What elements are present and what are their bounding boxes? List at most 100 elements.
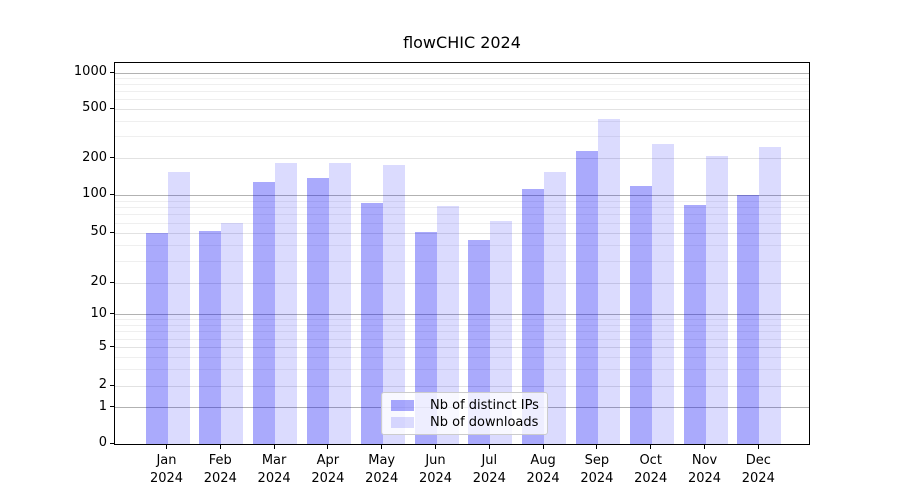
- x-tick-mark: [757, 445, 759, 449]
- y-tick-label: 1000: [73, 64, 107, 80]
- y-tick-mark: [110, 313, 114, 315]
- y-tick-mark: [110, 231, 114, 233]
- x-tick-mark: [704, 445, 705, 449]
- x-tick-year: 2024: [311, 471, 345, 486]
- x-tick-year: 2024: [418, 471, 453, 486]
- bar-downloads-sep: [597, 119, 620, 444]
- x-tick-mark: [273, 445, 275, 449]
- minor-gridline: [115, 84, 809, 86]
- y-tick-label: 2: [98, 377, 107, 392]
- bar-downloads-may: [382, 164, 405, 444]
- x-tick-label: Jul 2024: [449, 452, 529, 488]
- y-tick-label: 1: [98, 398, 107, 414]
- chart-title: flowCHIC 2024: [403, 33, 521, 52]
- plot-area: Nb of distinct IPs Nb of downloads: [114, 62, 810, 445]
- minor-gridline: [115, 214, 809, 216]
- y-tick-mark: [110, 442, 114, 444]
- major-gridline: [115, 72, 809, 74]
- x-tick-month: Jun: [425, 453, 446, 468]
- minor-gridline: [115, 222, 809, 224]
- y-tick-mark: [110, 107, 114, 109]
- x-tick-mark: [488, 445, 490, 449]
- x-tick-year: 2024: [365, 471, 399, 486]
- x-tick-month: Nov: [691, 453, 718, 468]
- minor-gridline: [115, 99, 809, 101]
- x-tick-year: 2024: [526, 471, 560, 486]
- bar-distinct-ips-mar: [253, 181, 276, 444]
- bar-distinct-ips-jun: [414, 232, 437, 444]
- minor-gridline: [115, 338, 809, 340]
- y-tick-mark: [110, 406, 114, 407]
- x-tick-label: Jun 2024: [396, 452, 476, 488]
- legend-item-downloads: Nb of downloads: [391, 415, 538, 430]
- minor-gridline: [115, 91, 809, 93]
- x-tick-mark: [381, 445, 383, 449]
- x-tick-mark: [219, 445, 221, 449]
- x-tick-label: Nov 2024: [665, 452, 745, 488]
- x-tick-month: Dec: [745, 453, 771, 468]
- y-tick-mark: [110, 384, 114, 386]
- minor-gridline: [115, 347, 809, 349]
- x-tick-mark: [542, 445, 544, 449]
- x-tick-month: Oct: [639, 453, 662, 468]
- legend-item-distinct-ips: Nb of distinct IPs: [391, 398, 539, 413]
- bar-distinct-ips-apr: [306, 177, 329, 444]
- y-tick-mark: [110, 157, 114, 159]
- x-tick-label: Oct 2024: [611, 452, 691, 488]
- y-tick-mark: [110, 71, 114, 73]
- y-tick-label: 10: [90, 305, 107, 321]
- minor-gridline: [115, 260, 809, 262]
- bar-downloads-jan: [167, 172, 190, 444]
- x-tick-mark: [327, 445, 329, 449]
- bar-distinct-ips-feb: [199, 231, 222, 444]
- x-tick-month: Jul: [481, 453, 498, 468]
- bar-distinct-ips-dec: [737, 195, 760, 444]
- x-tick-mark: [166, 445, 167, 449]
- bar-distinct-ips-may: [360, 203, 383, 444]
- legend: Nb of distinct IPs Nb of downloads: [381, 392, 548, 435]
- bar-downloads-aug: [544, 172, 567, 444]
- legend-swatch-downloads-icon: [391, 417, 414, 428]
- bar-downloads-jun: [436, 206, 459, 444]
- y-tick-mark: [110, 281, 114, 283]
- x-tick-year: 2024: [580, 471, 614, 486]
- bar-downloads-apr: [328, 162, 351, 444]
- major-gridline: [115, 194, 809, 196]
- bar-distinct-ips-aug: [522, 189, 545, 444]
- bar-distinct-ips-jan: [145, 233, 168, 444]
- minor-gridline: [115, 319, 809, 321]
- y-tick-label: 100: [82, 186, 107, 202]
- minor-gridline: [115, 282, 809, 284]
- x-tick-mark: [650, 445, 652, 449]
- legend-label-distinct-ips: Nb of distinct IPs: [430, 398, 539, 413]
- legend-swatch-distinct-ips-icon: [391, 400, 414, 411]
- x-tick-label: Aug 2024: [503, 452, 583, 488]
- legend-label-downloads: Nb of downloads: [430, 415, 539, 430]
- bar-distinct-ips-sep: [575, 150, 598, 444]
- bar-distinct-ips-nov: [683, 204, 706, 444]
- minor-gridline: [115, 136, 809, 138]
- y-tick-label: 200: [82, 149, 107, 165]
- x-tick-label: May 2024: [342, 452, 422, 488]
- minor-gridline: [115, 120, 809, 122]
- x-tick-label: Feb 2024: [180, 452, 260, 488]
- x-tick-label: Apr 2024: [288, 452, 368, 488]
- x-tick-year: 2024: [634, 471, 668, 486]
- bar-downloads-nov: [705, 156, 728, 444]
- bar-distinct-ips-oct: [629, 185, 652, 444]
- y-tick-label: 0: [98, 435, 107, 450]
- x-tick-mark: [435, 445, 436, 449]
- y-tick-label: 50: [90, 224, 107, 240]
- minor-gridline: [115, 385, 809, 387]
- x-tick-year: 2024: [149, 471, 184, 486]
- y-tick-label: 500: [82, 100, 107, 116]
- minor-gridline: [115, 331, 809, 333]
- bar-downloads-oct: [651, 143, 674, 444]
- minor-gridline: [115, 324, 809, 326]
- x-tick-month: Feb: [208, 453, 232, 468]
- minor-gridline: [115, 78, 809, 80]
- minor-gridline: [115, 200, 809, 202]
- x-tick-label: Mar 2024: [234, 452, 314, 488]
- minor-gridline: [115, 158, 809, 160]
